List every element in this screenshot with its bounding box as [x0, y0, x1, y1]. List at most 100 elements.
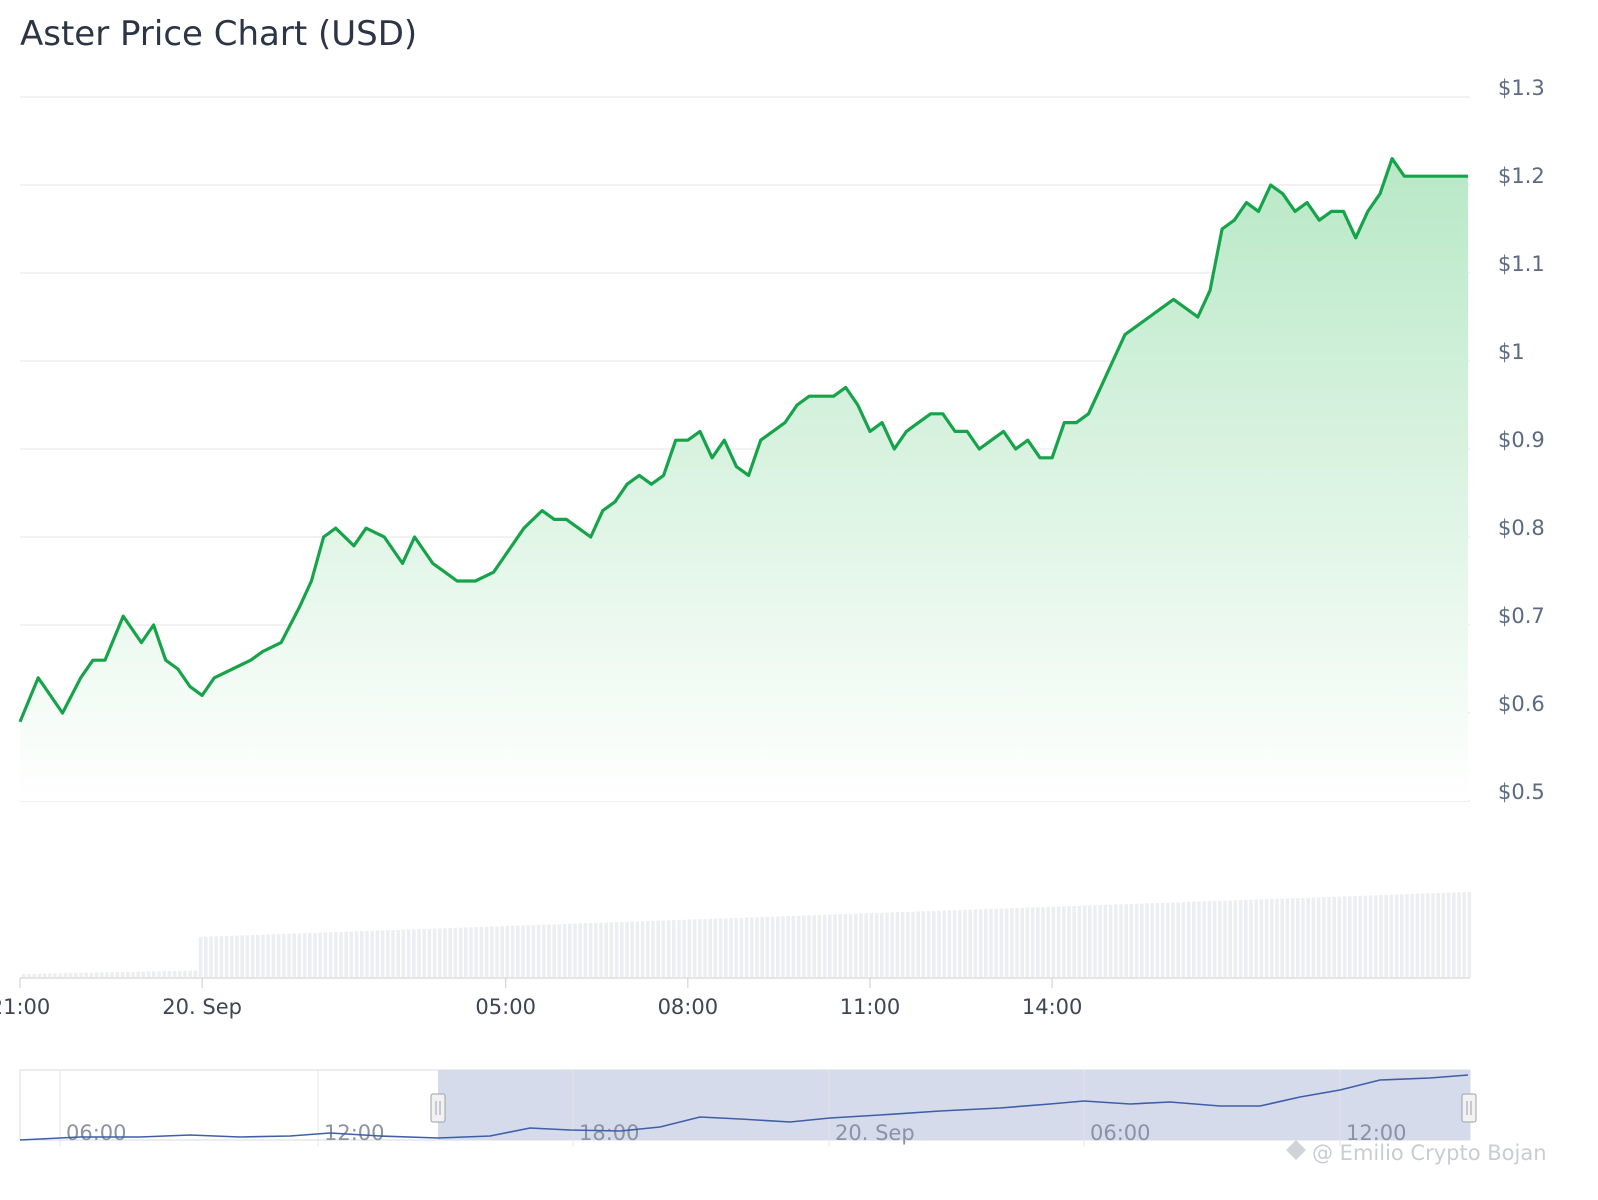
volume-bar [973, 909, 978, 977]
volume-bar [349, 931, 354, 977]
volume-bar [1332, 896, 1336, 977]
volume-bar [453, 927, 458, 977]
volume-bar [895, 912, 900, 977]
volume-bar [1426, 893, 1430, 977]
volume-bar [115, 972, 120, 977]
volume-bar [791, 915, 796, 977]
volume-bar [1420, 893, 1425, 977]
volume-bar [1368, 895, 1373, 977]
volume-bar [469, 927, 473, 977]
volume-bar [833, 914, 837, 977]
volume-bar [58, 973, 62, 977]
volume-bar [828, 914, 832, 977]
volume-bar [339, 931, 343, 977]
volume-bar [193, 970, 198, 977]
volume-bar [911, 911, 915, 977]
volume-bar [864, 913, 868, 977]
volume-bar [1072, 905, 1076, 977]
y-tick-label: $0.7 [1498, 604, 1545, 628]
volume-bar [1041, 907, 1045, 977]
volume-bar [79, 972, 83, 977]
volume-bar [542, 924, 546, 977]
volume-bar [276, 934, 281, 977]
navigator-left-handle[interactable] [430, 1093, 446, 1123]
x-tick-label: 14:00 [1022, 995, 1083, 1019]
volume-bar [1290, 898, 1295, 977]
volume-bar [141, 971, 146, 977]
volume-bar [859, 913, 863, 977]
y-tick-label: $0.8 [1498, 516, 1545, 540]
volume-bar [1410, 894, 1414, 977]
volume-bar [692, 919, 697, 977]
volume-bar [1389, 894, 1394, 977]
volume-bar [37, 973, 42, 977]
volume-bar [406, 929, 411, 977]
navigator-tick-label: 20. Sep [835, 1121, 915, 1145]
volume-bar [1306, 897, 1310, 977]
volume-bar [1316, 897, 1321, 977]
volume-bar [458, 927, 463, 977]
volume-bar [1301, 897, 1305, 977]
volume-bar [1171, 902, 1175, 977]
volume-bar [755, 917, 759, 977]
volume-bar [412, 929, 416, 977]
volume-bar [963, 909, 967, 977]
volume-bar [100, 972, 104, 977]
volume-bar [354, 931, 359, 977]
volume-bar [1353, 896, 1357, 977]
volume-bar [531, 925, 536, 977]
price-area [20, 158, 1468, 802]
volume-bar [1249, 899, 1253, 977]
volume-bar [1311, 897, 1316, 977]
volume-bar [947, 910, 952, 977]
volume-bar [1264, 899, 1269, 977]
volume-bar [1036, 907, 1040, 977]
volume-bar [94, 972, 99, 977]
volume-bar [105, 972, 109, 977]
volume-bar [521, 925, 525, 977]
volume-bar [32, 973, 36, 977]
volume-bar [739, 917, 744, 977]
volume-bar [375, 930, 380, 977]
navigator-selection[interactable] [438, 1070, 1470, 1140]
volume-bar [734, 917, 738, 977]
volume-bar [490, 926, 494, 977]
y-tick-label: $0.9 [1498, 428, 1545, 452]
volume-bar [183, 970, 187, 977]
navigator-right-handle[interactable] [1461, 1093, 1477, 1123]
volume-bar [1207, 901, 1212, 977]
volume-bar [682, 919, 686, 977]
volume-bar [1004, 908, 1009, 977]
volume-bar [620, 921, 624, 977]
y-tick-label: $1.1 [1498, 252, 1545, 276]
volume-bar [906, 911, 910, 977]
volume-bar [422, 928, 426, 977]
volume-bar [900, 912, 905, 977]
volume-bar [1119, 904, 1123, 977]
volume-bar [328, 932, 333, 977]
volume-bar [958, 910, 962, 977]
volume-bar [713, 918, 718, 977]
volume-bar [235, 935, 239, 977]
range-navigator[interactable]: 06:00 12:00 18:00 20. Sep 06:00 12:00 [19, 1069, 1477, 1146]
volume-bar [1358, 895, 1362, 977]
volume-bar [802, 915, 806, 977]
volume-bar [1197, 901, 1201, 977]
volume-bar [1114, 904, 1118, 977]
volume-bar [1436, 893, 1440, 977]
volume-bar [365, 930, 369, 977]
volume-bar [770, 916, 775, 977]
volume-bar [672, 920, 676, 977]
volume-bar [250, 935, 255, 977]
volume-bar [547, 924, 551, 977]
volume-bar [1181, 902, 1186, 977]
x-tick-label: 21:00 [0, 995, 50, 1019]
volume-bar [599, 922, 603, 977]
volume-bar [1363, 895, 1368, 977]
volume-bar [505, 926, 510, 977]
volume-bar [661, 920, 666, 977]
volume-bar [568, 923, 572, 977]
volume-bar [510, 925, 515, 977]
volume-bar [287, 933, 291, 977]
